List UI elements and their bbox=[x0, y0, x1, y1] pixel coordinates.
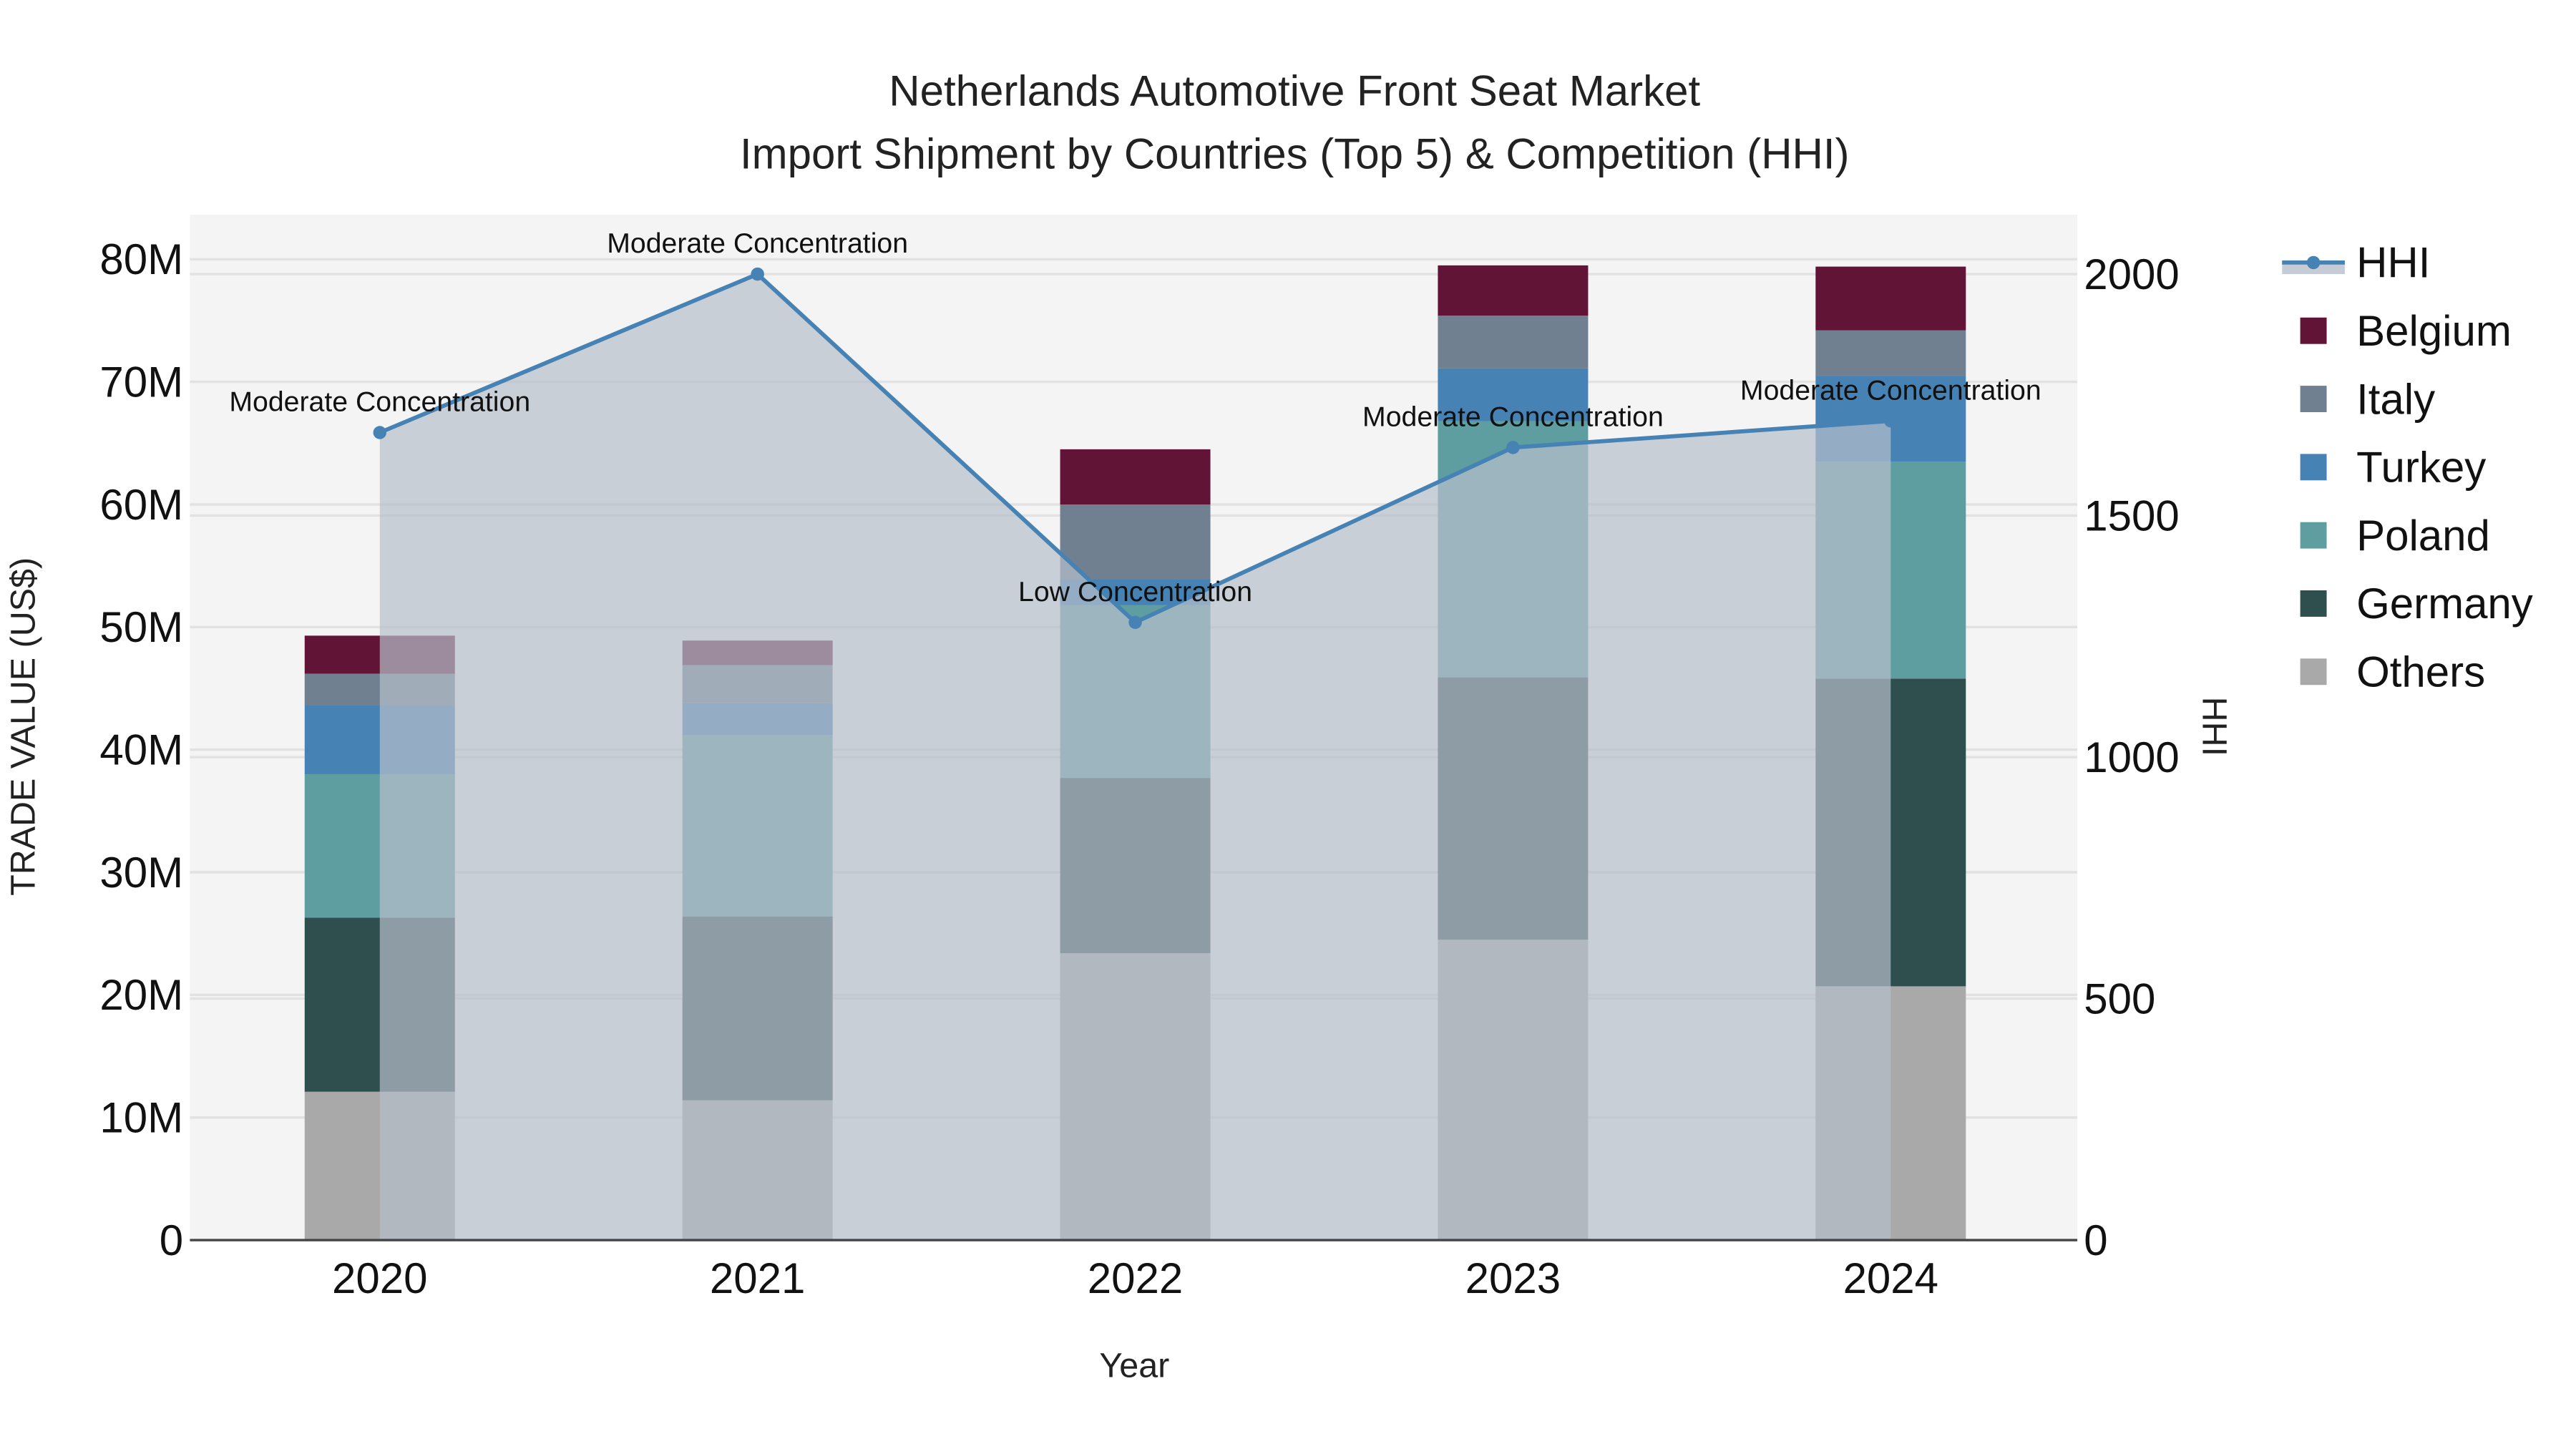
legend-item-belgium: Belgium bbox=[2300, 307, 2512, 355]
y-tick-label: 80M bbox=[99, 235, 183, 283]
y2-tick-label: 1000 bbox=[2084, 733, 2179, 781]
y-tick-label: 0 bbox=[160, 1216, 183, 1264]
legend-item-turkey: Turkey bbox=[2300, 444, 2486, 492]
x-tick-label: 2022 bbox=[1088, 1254, 1183, 1302]
hhi-series: Moderate Concentration Moderate Concentra… bbox=[229, 228, 2041, 1241]
y-tick-label: 70M bbox=[99, 358, 183, 406]
hhi-marker-2020 bbox=[373, 426, 386, 439]
x-tick-label: 2021 bbox=[710, 1254, 805, 1302]
legend-label: Turkey bbox=[2356, 444, 2486, 492]
y2-tick-label: 500 bbox=[2084, 975, 2155, 1023]
legend-swatch-italy bbox=[2300, 386, 2327, 412]
hhi-annotation: Moderate Concentration bbox=[1362, 401, 1664, 432]
legend-marker-hhi bbox=[2306, 255, 2321, 270]
hhi-marker-2024 bbox=[1884, 414, 1898, 428]
legend-item-poland: Poland bbox=[2300, 512, 2490, 560]
bar-belgium-2023 bbox=[1438, 265, 1589, 316]
legend-swatch-poland bbox=[2300, 522, 2327, 549]
legend-swatch-germany bbox=[2300, 590, 2327, 617]
bar-belgium-2022 bbox=[1060, 449, 1211, 504]
y-tick-label: 40M bbox=[99, 726, 183, 774]
legend-label: Others bbox=[2356, 648, 2485, 696]
y2-tick-label: 0 bbox=[2084, 1216, 2107, 1264]
x-tick-label: 2020 bbox=[332, 1254, 427, 1302]
y2-tick-label: 2000 bbox=[2084, 250, 2179, 298]
hhi-marker-2021 bbox=[751, 267, 764, 281]
y-tick-label: 30M bbox=[99, 849, 183, 897]
legend-swatch-turkey bbox=[2300, 454, 2327, 481]
chart-title-line1: Netherlands Automotive Front Seat Market bbox=[889, 67, 1700, 115]
legend-item-germany: Germany bbox=[2300, 580, 2533, 628]
y2-axis-title: HHI bbox=[2195, 697, 2233, 756]
bar-italy-2024 bbox=[1815, 330, 1966, 376]
x-tick-label: 2024 bbox=[1843, 1254, 1938, 1302]
hhi-area bbox=[379, 274, 1891, 1241]
legend-item-hhi: HHI bbox=[2282, 239, 2430, 287]
hhi-marker-2022 bbox=[1128, 615, 1142, 629]
axes: 0 10M 20M 30M 40M 50M 60M 70M 80M 0 500 1000 1500 200… bbox=[99, 235, 2179, 1302]
y2-tick-label: 1500 bbox=[2084, 492, 2179, 540]
hhi-annotation: Moderate Concentration bbox=[607, 228, 908, 259]
y-tick-label: 10M bbox=[99, 1094, 183, 1142]
hhi-annotation: Moderate Concentration bbox=[229, 386, 530, 417]
legend-label: Poland bbox=[2356, 512, 2490, 560]
hhi-annotation: Low Concentration bbox=[1018, 576, 1252, 608]
y-tick-label: 60M bbox=[99, 481, 183, 529]
legend-label: HHI bbox=[2356, 239, 2430, 287]
x-axis-title: Year bbox=[1099, 1347, 1169, 1385]
legend: HHI Belgium Italy Turkey Poland Germany Others bbox=[2282, 239, 2533, 696]
y-tick-label: 50M bbox=[99, 603, 183, 651]
x-tick-label: 2023 bbox=[1465, 1254, 1561, 1302]
legend-item-italy: Italy bbox=[2300, 375, 2435, 423]
legend-item-others: Others bbox=[2300, 648, 2485, 696]
legend-label: Belgium bbox=[2356, 307, 2512, 355]
legend-label: Germany bbox=[2356, 580, 2533, 628]
legend-label: Italy bbox=[2356, 375, 2435, 423]
hhi-annotation: Moderate Concentration bbox=[1740, 374, 2041, 406]
hhi-marker-2023 bbox=[1506, 441, 1520, 454]
bar-italy-2022 bbox=[1060, 504, 1211, 580]
bar-turkey-2023 bbox=[1438, 368, 1589, 421]
chart-title-line2: Import Shipment by Countries (Top 5) & C… bbox=[740, 130, 1850, 177]
y-axis-title: TRADE VALUE (US$) bbox=[4, 557, 42, 896]
bar-italy-2023 bbox=[1438, 316, 1589, 369]
legend-swatch-belgium bbox=[2300, 317, 2327, 344]
legend-swatch-others bbox=[2300, 658, 2327, 686]
y-tick-label: 20M bbox=[99, 971, 183, 1019]
bar-belgium-2024 bbox=[1815, 266, 1966, 331]
